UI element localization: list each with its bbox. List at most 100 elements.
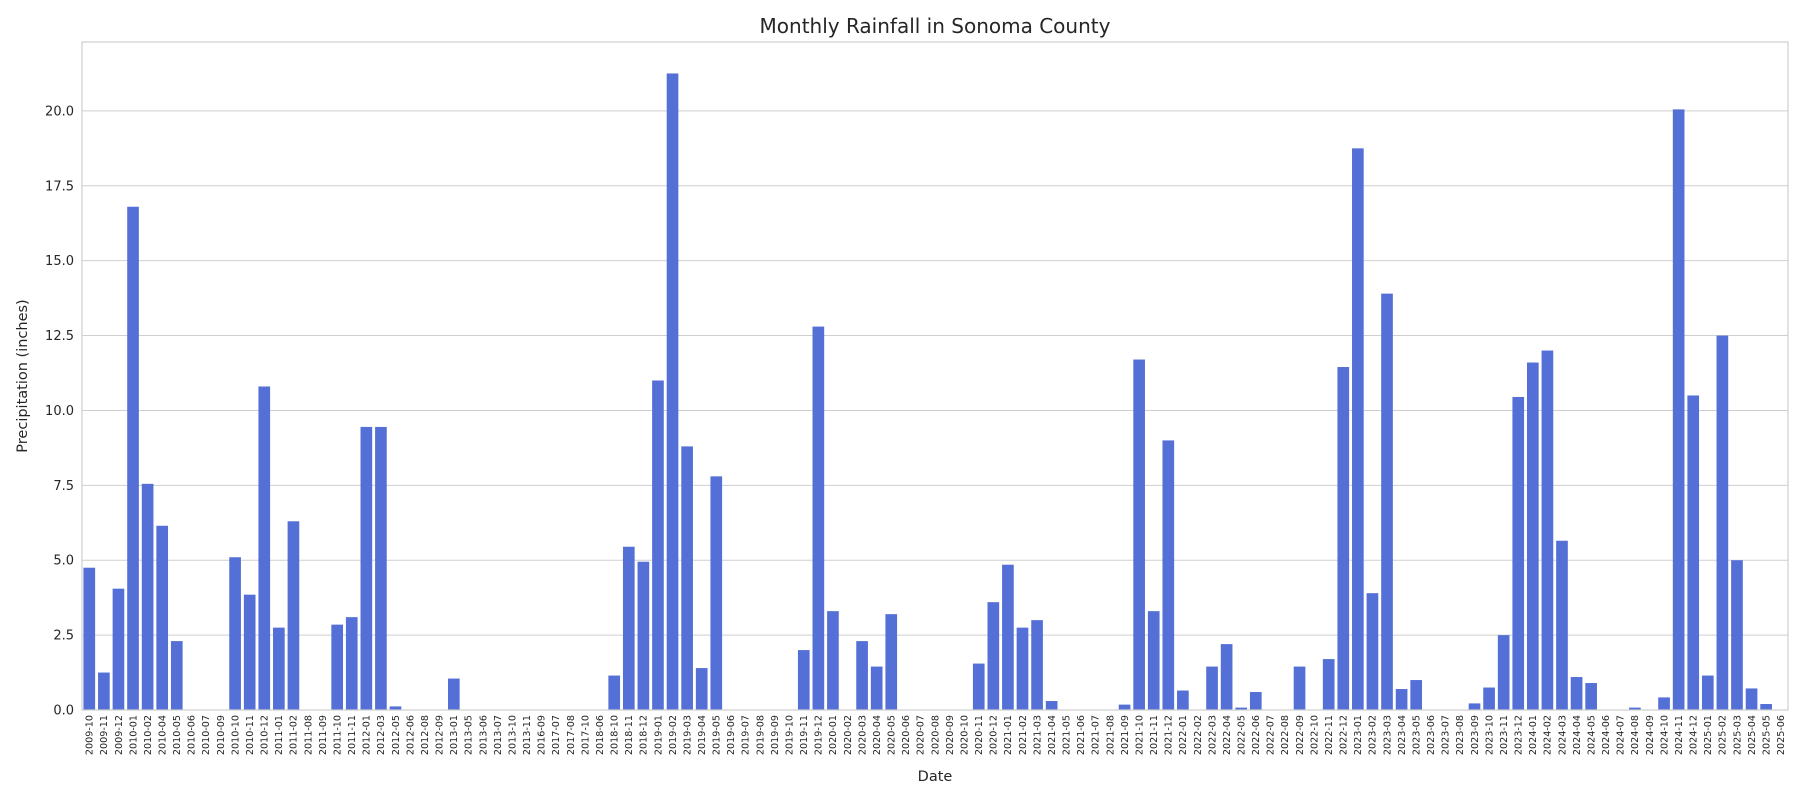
x-axis-label: Date (918, 769, 953, 785)
x-tick-label: 2025-06 (1776, 715, 1787, 755)
x-tick-label: 2018-11 (624, 715, 635, 755)
y-axis-label: Precipitation (inches) (15, 299, 31, 452)
bar-2013-01 (447, 678, 460, 710)
x-tick-label: 2021-09 (1120, 715, 1131, 755)
bar-2010-01 (127, 206, 139, 710)
x-tick-label: 2020-06 (901, 715, 912, 755)
x-tick-label: 2023-08 (1455, 715, 1466, 755)
x-tick-label: 2019-01 (653, 715, 664, 755)
bar-2010-04 (156, 525, 169, 710)
x-tick-label: 2023-10 (1484, 715, 1495, 755)
x-tick-label: 2013-06 (478, 715, 489, 755)
x-tick-label: 2020-01 (828, 715, 839, 755)
x-tick-label: 2021-02 (1018, 715, 1029, 755)
x-tick-label: 2011-09 (318, 715, 329, 755)
y-tick-label: 10.0 (45, 404, 74, 419)
bar-2024-04 (1570, 677, 1583, 710)
bar-2019-02 (666, 73, 679, 711)
x-tick-label: 2010-06 (187, 715, 198, 755)
bar-2022-11 (1322, 659, 1335, 710)
bar-2022-04 (1220, 644, 1233, 710)
x-tick-label: 2010-09 (216, 715, 227, 755)
bar-2025-04 (1745, 688, 1758, 710)
bar-2012-01 (360, 426, 373, 710)
x-tick-label: 2020-03 (857, 715, 868, 755)
bar-2011-10 (331, 624, 344, 710)
x-tick-label: 2024-04 (1572, 715, 1583, 755)
y-tick-label: 15.0 (45, 254, 74, 269)
bar-2025-01 (1701, 675, 1714, 710)
x-tick-label: 2022-06 (1251, 715, 1262, 755)
x-tick-labels: 2009-10 2009-11 2009-12 2010-01 2010-02 2010-… (85, 715, 1787, 755)
x-tick-label: 2024-06 (1601, 715, 1612, 755)
x-tick-label: 2023-01 (1353, 715, 1364, 755)
y-tick-label: 20.0 (45, 104, 74, 119)
x-tick-label: 2010-10 (230, 715, 241, 755)
bar-2019-03 (681, 446, 693, 710)
x-tick-label: 2019-03 (682, 715, 693, 755)
x-tick-label: 2019-05 (712, 715, 723, 755)
bar-2024-12 (1687, 395, 1700, 710)
x-tick-label: 2016-09 (537, 715, 548, 755)
x-tick-label: 2019-11 (799, 715, 810, 755)
bar-2012-03 (375, 426, 387, 710)
x-tick-label: 2017-08 (566, 715, 577, 755)
bar-2024-03 (1556, 540, 1568, 710)
x-tick-label: 2021-08 (1105, 715, 1116, 755)
x-tick-label: 2024-03 (1557, 715, 1568, 755)
x-tick-label: 2010-05 (172, 715, 183, 755)
bar-2010-10 (229, 557, 241, 710)
bar-2020-03 (856, 641, 868, 710)
x-tick-label: 2021-03 (1032, 715, 1043, 755)
x-tick-label: 2024-09 (1645, 715, 1656, 755)
x-tick-label: 2012-09 (435, 715, 446, 755)
x-tick-label: 2012-03 (376, 715, 387, 755)
bar-2021-01 (1002, 564, 1014, 710)
x-tick-label: 2024-11 (1674, 715, 1685, 755)
x-tick-label: 2024-10 (1659, 715, 1670, 755)
x-tick-label: 2009-12 (114, 715, 125, 755)
bar-2023-09 (1468, 703, 1481, 710)
bar-2025-05 (1760, 704, 1772, 710)
x-tick-label: 2013-01 (449, 715, 460, 755)
x-tick-label: 2010-04 (157, 715, 168, 755)
x-tick-label: 2009-10 (85, 715, 96, 755)
x-tick-label: 2018-06 (595, 715, 606, 755)
chart-title: Monthly Rainfall in Sonoma County (760, 14, 1111, 38)
x-tick-label: 2023-04 (1397, 715, 1408, 755)
x-tick-label: 2012-01 (362, 715, 373, 755)
x-tick-label: 2025-01 (1703, 715, 1714, 755)
bar-2022-03 (1206, 666, 1218, 710)
bars (83, 73, 1772, 711)
bar-2019-11 (797, 650, 810, 710)
x-tick-label: 2025-05 (1761, 715, 1772, 755)
x-tick-label: 2020-05 (887, 715, 898, 755)
x-tick-label: 2019-04 (697, 715, 708, 755)
x-tick-label: 2013-10 (507, 715, 518, 755)
x-tick-label: 2011-08 (303, 715, 314, 755)
bar-2024-05 (1585, 683, 1597, 710)
x-tick-label: 2022-05 (1237, 715, 1248, 755)
bar-2023-01 (1352, 148, 1364, 710)
x-tick-label: 2021-11 (1149, 715, 1160, 755)
bar-2021-12 (1162, 440, 1175, 710)
x-tick-label: 2017-10 (580, 715, 591, 755)
x-tick-label: 2019-02 (668, 715, 679, 755)
bar-2009-12 (112, 588, 125, 710)
bar-2019-05 (710, 476, 723, 710)
x-tick-label: 2019-12 (814, 715, 825, 755)
x-tick-label: 2010-01 (128, 715, 139, 755)
bar-2020-05 (885, 614, 898, 710)
x-tick-label: 2011-02 (289, 715, 300, 755)
bar-2011-11 (345, 617, 358, 710)
x-tick-label: 2010-11 (245, 715, 256, 755)
x-tick-label: 2020-07 (916, 715, 927, 755)
x-tick-label: 2019-10 (784, 715, 795, 755)
bar-2018-11 (622, 546, 635, 710)
x-tick-label: 2022-11 (1324, 715, 1335, 755)
x-tick-label: 2021-12 (1164, 715, 1175, 755)
y-tick-labels: 0.0 2.5 5.0 7.5 10.0 12.5 15.0 17.5 20.0 (45, 104, 74, 718)
x-tick-label: 2022-01 (1178, 715, 1189, 755)
bar-2020-04 (870, 666, 883, 710)
bar-2021-09 (1118, 704, 1131, 710)
